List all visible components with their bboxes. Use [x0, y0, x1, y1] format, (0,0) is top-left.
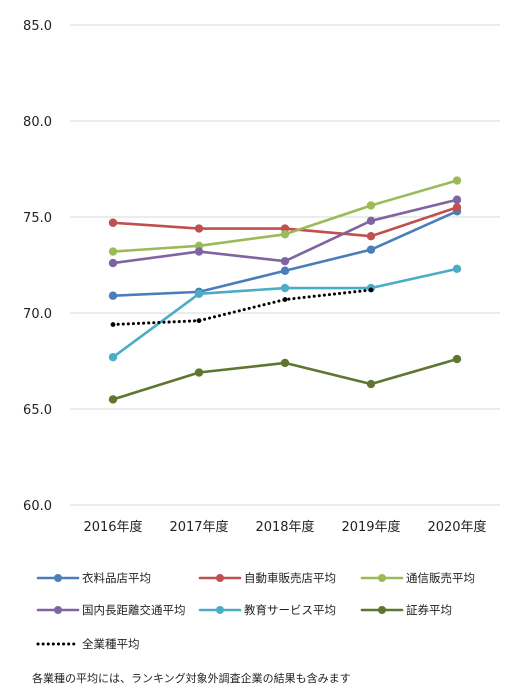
data-point: [194, 289, 204, 298]
legend-label: 衣料品店平均: [82, 571, 151, 585]
x-tick-label: 2019年度: [341, 519, 400, 535]
legend-item: 国内長距離交通平均: [36, 603, 186, 617]
y-tick-label: 70.0: [23, 307, 52, 322]
data-point: [366, 201, 376, 210]
y-tick-label: 65.0: [23, 403, 52, 418]
data-point: [108, 395, 118, 404]
legend-label: 通信販売平均: [406, 571, 475, 585]
data-point: [108, 291, 118, 300]
gridlines: [70, 24, 500, 506]
data-point: [194, 224, 204, 233]
legend-marker: [378, 574, 386, 582]
legend-marker: [216, 574, 224, 582]
data-point: [280, 230, 290, 239]
legend-item: 全業種平均: [36, 637, 140, 651]
series-line: [111, 288, 373, 327]
y-axis-ticks: 60.0 65.0 70.0 75.0 80.0 85.0: [23, 19, 52, 514]
data-point: [452, 195, 462, 204]
series-4: [108, 264, 462, 362]
data-point: [108, 247, 118, 256]
y-tick-label: 80.0: [23, 115, 52, 130]
legend-item: 教育サービス平均: [198, 603, 336, 617]
series-1: [108, 203, 462, 241]
legend-marker: [378, 606, 386, 614]
legend-item: 自動車販売店平均: [198, 571, 336, 585]
data-point: [280, 224, 290, 233]
data-point: [366, 245, 376, 254]
legend-label: 全業種平均: [82, 637, 140, 651]
y-tick-label: 85.0: [23, 19, 52, 34]
data-point: [280, 358, 290, 368]
data-point: [368, 287, 374, 293]
data-point: [196, 318, 202, 324]
legend-label: 教育サービス平均: [244, 603, 336, 617]
data-point: [452, 176, 462, 185]
series-line: [111, 179, 459, 253]
data-point: [194, 368, 204, 377]
series-lines: [108, 176, 462, 404]
x-axis-ticks: 2016年度 2017年度 2018年度 2019年度 2020年度: [83, 519, 486, 535]
x-tick-label: 2020年度: [427, 519, 486, 535]
legend-label: 自動車販売店平均: [244, 571, 336, 585]
x-tick-label: 2018年度: [255, 519, 314, 535]
data-point: [108, 258, 118, 268]
y-tick-label: 60.0: [23, 499, 52, 514]
legend-label: 国内長距離交通平均: [82, 603, 186, 617]
series-3: [108, 195, 462, 268]
data-point: [108, 352, 118, 362]
legend-marker: [54, 574, 62, 582]
data-point: [452, 264, 462, 274]
legend-item: 証券平均: [360, 603, 452, 617]
data-point: [280, 256, 290, 266]
y-tick-label: 75.0: [23, 211, 52, 226]
legend-label: 証券平均: [406, 603, 452, 617]
data-point: [280, 283, 290, 293]
legend-item: 衣料品店平均: [36, 571, 151, 585]
legend-item: 通信販売平均: [360, 571, 475, 585]
data-point: [110, 322, 116, 327]
legend-marker: [54, 606, 62, 614]
data-point: [108, 218, 118, 227]
data-point: [452, 203, 462, 212]
legend-marker: [216, 606, 224, 614]
x-tick-label: 2016年度: [83, 519, 142, 535]
series-6: [110, 287, 374, 327]
data-point: [366, 216, 376, 226]
series-2: [108, 176, 462, 256]
data-point: [280, 266, 290, 275]
data-point: [366, 232, 376, 241]
data-point: [282, 297, 288, 302]
data-point: [366, 379, 376, 389]
data-point: [194, 247, 204, 256]
footnote: 各業種の平均には、ランキング対象外調査企業の結果も含みます: [32, 671, 351, 685]
series-5: [108, 354, 462, 404]
x-tick-label: 2017年度: [169, 519, 228, 535]
data-point: [452, 354, 462, 364]
data-point: [194, 241, 204, 250]
